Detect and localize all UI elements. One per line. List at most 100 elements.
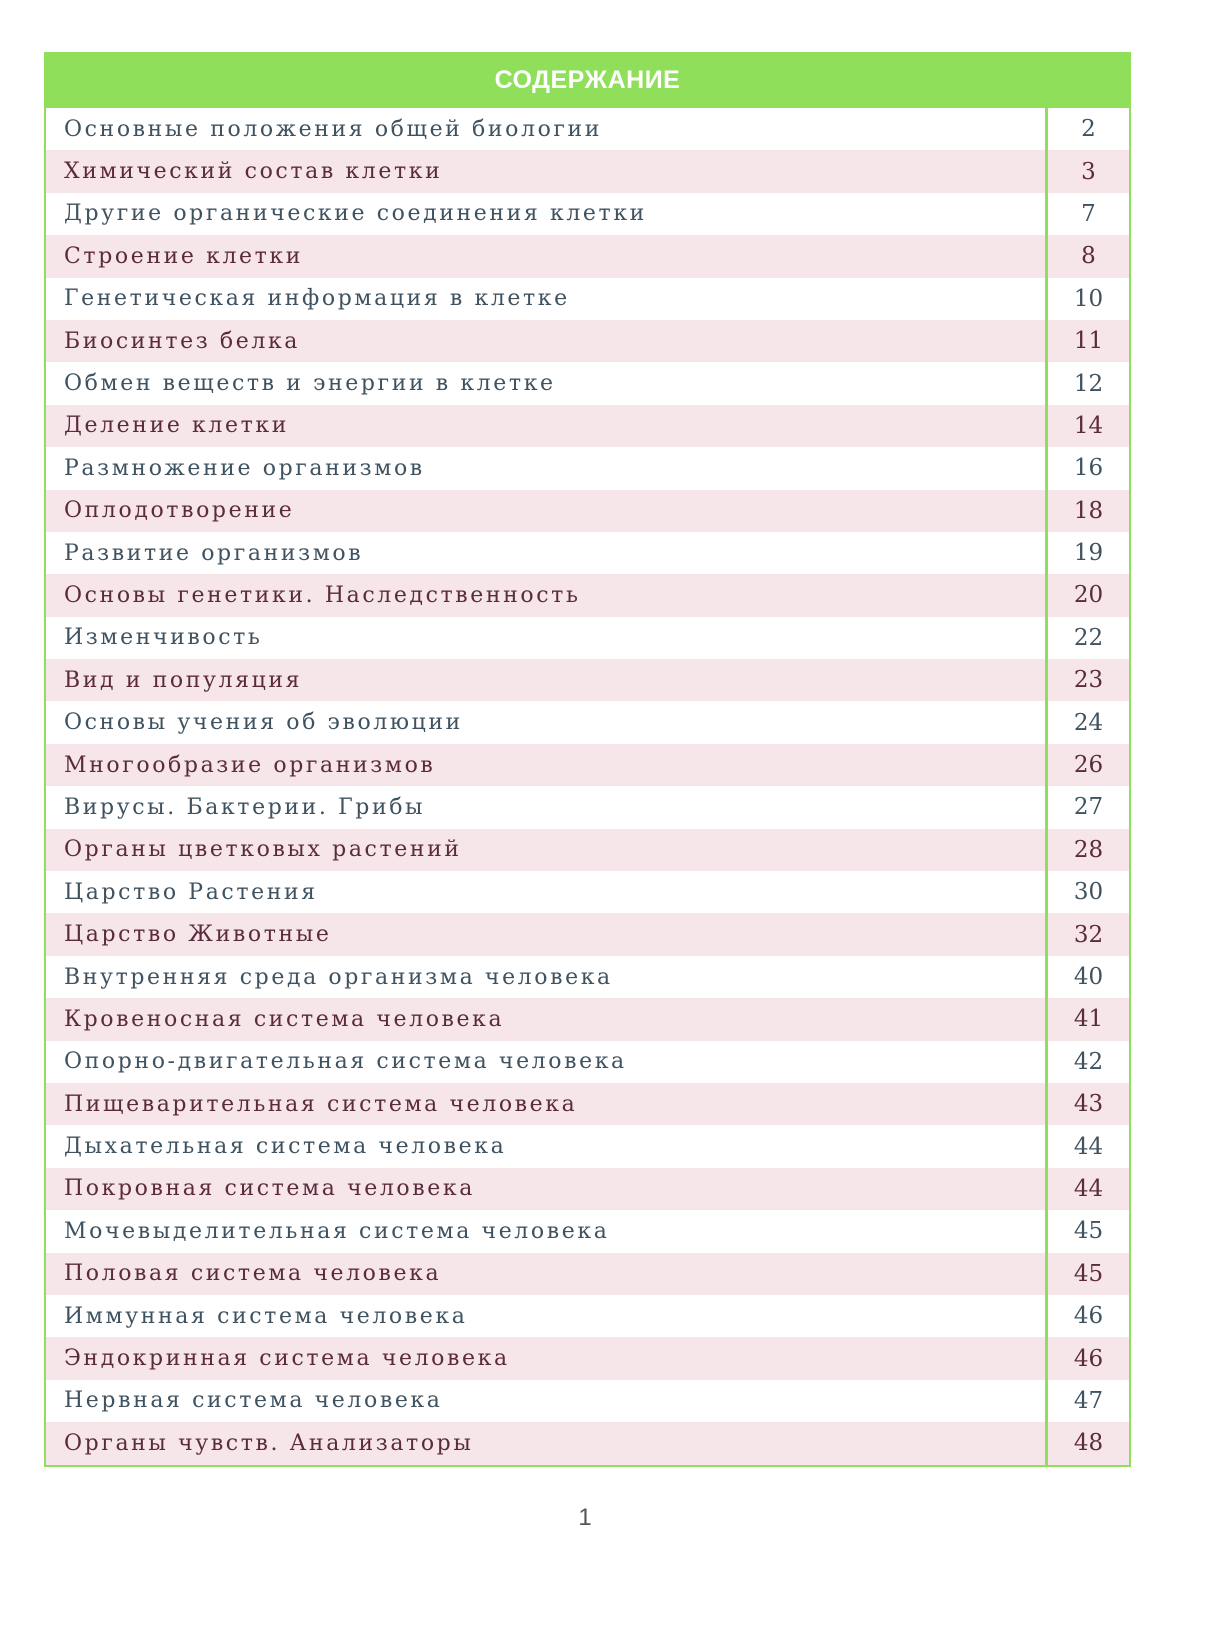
toc-entry-title: Другие органические соединения клетки	[64, 201, 647, 227]
toc-entry[interactable]: Царство Животные 32	[46, 913, 1129, 956]
toc-rows: Основные положения общей биологии 2 Химиче…	[46, 108, 1129, 1465]
toc-entry-title: Покровная система человека	[64, 1176, 475, 1202]
toc-entry[interactable]: Половая система человека 45	[46, 1252, 1129, 1295]
toc-entry-page: 8	[1045, 235, 1129, 278]
toc-entry-page: 40	[1045, 955, 1129, 999]
toc-entry-page: 45	[1045, 1210, 1129, 1253]
toc-entry-page: 44	[1045, 1125, 1129, 1168]
toc-entry-page: 2	[1045, 108, 1129, 151]
toc-entry-page: 45	[1045, 1252, 1129, 1295]
toc-entry[interactable]: Дыхательная система человека 44	[46, 1125, 1129, 1168]
toc-entry-page: 44	[1045, 1167, 1129, 1211]
toc-entry[interactable]: Обмен веществ и энергии в клетке 12	[46, 362, 1129, 405]
toc-entry-page: 16	[1045, 447, 1129, 490]
toc-entry-title: Генетическая информация в клетке	[64, 286, 570, 312]
table-of-contents: СОДЕРЖАНИЕ Основные положения общей биол…	[44, 52, 1131, 1467]
toc-entry[interactable]: Основные положения общей биологии 2	[46, 108, 1129, 151]
page-number: 1	[578, 1504, 592, 1531]
toc-entry-page: 30	[1045, 871, 1129, 914]
toc-entry-page: 12	[1045, 362, 1129, 405]
toc-entry[interactable]: Мочевыделительная система человека 45	[46, 1210, 1129, 1253]
toc-entry[interactable]: Строение клетки 8	[46, 235, 1129, 278]
toc-entry-title: Царство Растения	[64, 879, 318, 905]
toc-entry-title: Нервная система человека	[64, 1388, 443, 1414]
toc-entry-title: Мочевыделительная система человека	[64, 1218, 610, 1244]
toc-entry-page: 18	[1045, 489, 1129, 532]
toc-entry-title: Внутренняя среда организма человека	[64, 964, 613, 990]
toc-entry-title: Развитие организмов	[64, 540, 364, 566]
toc-entry-page: 43	[1045, 1082, 1129, 1126]
toc-entry-page: 32	[1045, 913, 1129, 956]
toc-entry[interactable]: Основы генетики. Наследственность 20	[46, 574, 1129, 617]
toc-entry-page: 42	[1045, 1040, 1129, 1083]
toc-entry[interactable]: Оплодотворение 18	[46, 489, 1129, 532]
toc-entry[interactable]: Биосинтез белка 11	[46, 319, 1129, 363]
toc-entry-page: 14	[1045, 404, 1129, 448]
toc-entry[interactable]: Опорно-двигательная система человека 42	[46, 1040, 1129, 1083]
toc-header: СОДЕРЖАНИЕ	[46, 52, 1129, 108]
toc-entry-title: Эндокринная система человека	[64, 1346, 510, 1372]
toc-title: СОДЕРЖАНИЕ	[494, 65, 681, 94]
toc-entry-page: 19	[1045, 531, 1129, 575]
toc-entry-page: 10	[1045, 277, 1129, 320]
toc-entry[interactable]: Изменчивость 22	[46, 616, 1129, 660]
toc-entry[interactable]: Царство Растения 30	[46, 871, 1129, 914]
toc-entry-page: 7	[1045, 192, 1129, 236]
toc-entry[interactable]: Органы чувств. Анализаторы 48	[46, 1422, 1129, 1465]
toc-entry-page: 26	[1045, 743, 1129, 787]
toc-entry-title: Основы учения об эволюции	[64, 710, 463, 736]
toc-entry-title: Оплодотворение	[64, 498, 295, 524]
toc-entry-title: Основы генетики. Наследственность	[64, 582, 581, 608]
toc-entry-title: Опорно-двигательная система человека	[64, 1049, 627, 1075]
toc-entry-title: Половая система человека	[64, 1261, 442, 1287]
toc-entry-page: 46	[1045, 1294, 1129, 1338]
toc-entry[interactable]: Эндокринная система человека 46	[46, 1337, 1129, 1380]
toc-entry-page: 27	[1045, 786, 1129, 829]
toc-entry[interactable]: Органы цветковых растений 28	[46, 828, 1129, 872]
toc-entry-title: Изменчивость	[64, 625, 263, 651]
toc-entry-title: Пищеварительная система человека	[64, 1091, 578, 1117]
toc-entry-title: Деление клетки	[64, 413, 289, 439]
toc-entry[interactable]: Химический состав клетки 3	[46, 150, 1129, 193]
toc-entry-title: Органы цветковых растений	[64, 837, 462, 863]
toc-entry-title: Кровеносная система человека	[64, 1006, 505, 1032]
toc-entry-title: Вирусы. Бактерии. Грибы	[64, 794, 426, 820]
toc-entry-page: 22	[1045, 616, 1129, 660]
toc-entry-title: Строение клетки	[64, 243, 304, 269]
toc-entry-page: 41	[1045, 998, 1129, 1041]
toc-entry[interactable]: Многообразие организмов 26	[46, 743, 1129, 787]
toc-entry[interactable]: Деление клетки 14	[46, 404, 1129, 448]
toc-entry[interactable]: Основы учения об эволюции 24	[46, 701, 1129, 744]
toc-entry-title: Основные положения общей биологии	[64, 116, 603, 142]
toc-entry[interactable]: Вирусы. Бактерии. Грибы 27	[46, 786, 1129, 829]
toc-entry-page: 11	[1045, 319, 1129, 363]
toc-entry-page: 46	[1045, 1337, 1129, 1380]
toc-entry[interactable]: Покровная система человека 44	[46, 1167, 1129, 1211]
toc-entry[interactable]: Пищеварительная система человека 43	[46, 1082, 1129, 1126]
toc-entry-title: Химический состав клетки	[64, 159, 443, 185]
toc-entry-title: Вид и популяция	[64, 667, 303, 693]
toc-entry-title: Царство Животные	[64, 922, 332, 948]
toc-entry[interactable]: Внутренняя среда организма человека 40	[46, 955, 1129, 999]
toc-entry-title: Размножение организмов	[64, 455, 425, 481]
toc-entry-title: Обмен веществ и энергии в клетке	[64, 371, 556, 397]
toc-entry-page: 20	[1045, 574, 1129, 617]
toc-entry[interactable]: Размножение организмов 16	[46, 447, 1129, 490]
toc-entry[interactable]: Иммунная система человека 46	[46, 1294, 1129, 1338]
toc-entry[interactable]: Вид и популяция 23	[46, 659, 1129, 702]
toc-entry-title: Многообразие организмов	[64, 752, 436, 778]
toc-entry[interactable]: Нервная система человека 47	[46, 1379, 1129, 1423]
toc-entry[interactable]: Развитие организмов 19	[46, 531, 1129, 575]
toc-entry-page: 24	[1045, 701, 1129, 744]
toc-entry-page: 3	[1045, 150, 1129, 193]
toc-entry-page: 48	[1045, 1422, 1129, 1465]
toc-entry-page: 28	[1045, 828, 1129, 872]
toc-entry-page: 23	[1045, 659, 1129, 702]
toc-entry-title: Дыхательная система человека	[64, 1134, 507, 1160]
toc-entry-title: Органы чувств. Анализаторы	[64, 1430, 474, 1456]
toc-entry[interactable]: Другие органические соединения клетки 7	[46, 192, 1129, 236]
toc-entry[interactable]: Кровеносная система человека 41	[46, 998, 1129, 1041]
toc-entry-page: 47	[1045, 1379, 1129, 1423]
toc-entry[interactable]: Генетическая информация в клетке 10	[46, 277, 1129, 320]
toc-entry-title: Иммунная система человека	[64, 1303, 468, 1329]
